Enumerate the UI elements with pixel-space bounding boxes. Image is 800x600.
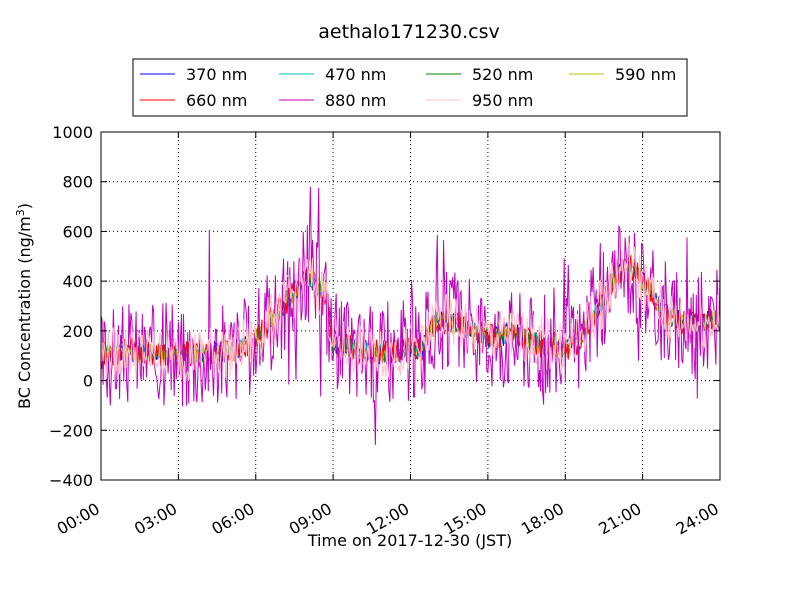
y-tick-label: 800 [62,173,93,192]
y-axis-label-sup: 3 [14,209,27,216]
legend-label: 880 nm [325,91,386,110]
y-tick-label: 200 [62,322,93,341]
y-tick-label: 0 [83,372,93,391]
x-tick-label: 24:00 [673,499,722,539]
x-tick-label: 00:00 [54,499,103,539]
x-axis-label: Time on 2017-12-30 (JST) [307,531,512,550]
y-axis-label: BC Concentration (ng/m3) [14,203,34,409]
plot-clip-group [100,186,721,446]
y-axis-label-main: BC Concentration (ng/m [15,216,34,409]
legend-label: 520 nm [472,65,533,84]
legend-label: 470 nm [325,65,386,84]
legend-label: 590 nm [615,65,676,84]
series-line [100,186,721,446]
legend-label: 660 nm [186,91,247,110]
y-ticks: −400 −200 0 200 400 600 800 1000 [49,123,720,490]
legend-label: 950 nm [472,91,533,110]
y-tick-label: −200 [49,421,93,440]
legend-frame [132,58,688,117]
y-tick-label: 400 [62,272,93,291]
chart-title: aethalo171230.csv [318,21,500,43]
x-tick-label: 06:00 [208,499,257,539]
legend: 370 nm 470 nm 520 nm 590 nm 660 nm 880 nm 950 … [132,58,688,117]
x-tick-label: 03:00 [131,499,180,539]
y-tick-label: 1000 [52,123,93,142]
legend-label: 370 nm [186,65,247,84]
x-tick-label: 21:00 [595,499,644,539]
y-tick-label: 600 [62,222,93,241]
series-line [100,240,721,382]
y-tick-label: −400 [49,471,93,490]
x-tick-label: 18:00 [518,499,567,539]
y-axis-label-end: ) [15,203,34,209]
